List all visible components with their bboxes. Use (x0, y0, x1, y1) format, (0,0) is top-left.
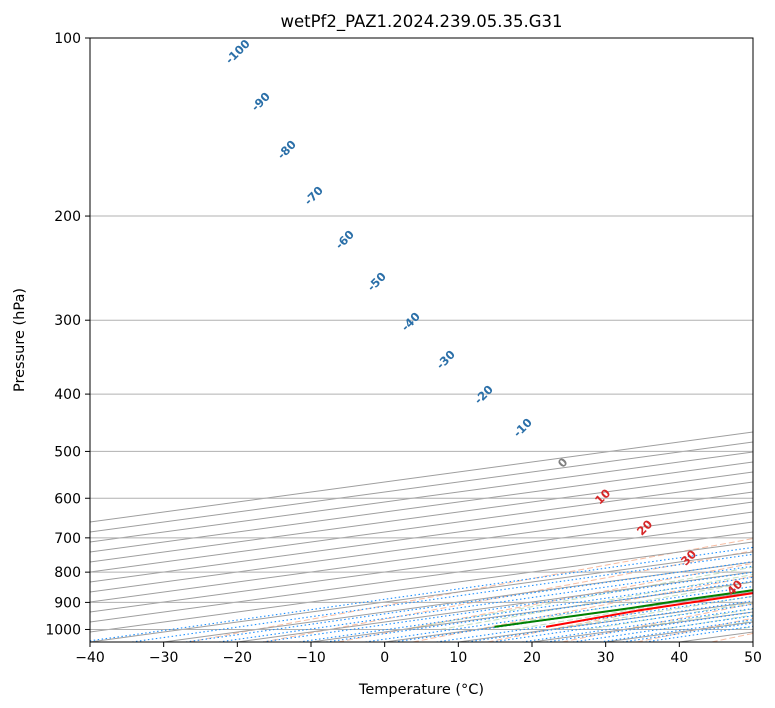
plot-frame (89, 37, 754, 643)
mixing-ratio-line (326, 580, 753, 642)
line-annotations: -100-90-80-70-60-50-40-30-20-100.10.20.4… (223, 37, 746, 599)
dry-adiabat (562, 603, 753, 642)
mixing-ratio-line (522, 607, 753, 642)
x-tick-label: 10 (449, 650, 467, 666)
isotherm (90, 521, 753, 613)
moist-adiabat (403, 566, 753, 630)
moist-adiabat (440, 574, 753, 630)
isotherm (90, 461, 753, 553)
isotherm-label: -60 (332, 227, 357, 252)
y-tick-label: 600 (54, 491, 81, 507)
mixing-ratio-line (645, 625, 753, 642)
isotherm-label: -80 (274, 137, 299, 162)
x-tick-label: 50 (744, 650, 762, 666)
y-tick-label: 200 (54, 209, 81, 225)
sounding-profiles (494, 589, 753, 628)
moist-adiabat (624, 608, 753, 630)
isotherm-label: -100 (223, 37, 253, 67)
mixing-ratio-line (218, 565, 753, 642)
y-tick-label: 800 (54, 565, 81, 581)
moist-adiabat-label: 20 (634, 517, 655, 538)
sounding-line (545, 592, 753, 628)
x-tick-label: −10 (296, 650, 326, 666)
isotherm-label: -50 (364, 269, 389, 294)
moist-adiabat (661, 614, 753, 630)
mixing-ratio-line (90, 546, 753, 642)
y-axis-title: Pressure (hPa) (12, 288, 28, 392)
isotherm (90, 471, 753, 563)
moist-adiabat-label: 10 (592, 486, 613, 507)
y-tick-label: 400 (54, 387, 81, 403)
dry-adiabat (188, 538, 753, 642)
isotherm (531, 611, 753, 642)
dry-adiabat (487, 589, 753, 642)
isotherm-label: -20 (471, 382, 496, 407)
isotherm (310, 581, 753, 642)
x-tick-label: −30 (149, 650, 179, 666)
isotherm (90, 551, 753, 642)
x-tick-label: −20 (223, 650, 253, 666)
isotherm (90, 531, 753, 623)
y-tick-label: 900 (54, 595, 81, 611)
isotherm (90, 511, 753, 603)
isotherm-label: -10 (510, 415, 535, 440)
chart-title: wetPf2_PAZ1.2024.239.05.35.G31 (280, 12, 562, 32)
dry-adiabat (636, 617, 753, 642)
dry-adiabat (263, 550, 753, 642)
y-tick-label: 100 (54, 31, 81, 47)
x-tick-label: 0 (380, 650, 389, 666)
isotherm-label: -90 (248, 89, 273, 114)
isotherm (90, 451, 753, 543)
isotherm (90, 481, 753, 573)
axes: −40 −30 −20 −10 0 10 20 30 40 50 100 200 300 400 500 60… (45, 31, 762, 666)
dry-adiabat (412, 575, 753, 642)
x-axis-title: Temperature (°C) (358, 682, 484, 698)
isotherm (90, 541, 753, 633)
moist-adiabat (476, 581, 753, 630)
y-tick-label: 700 (54, 531, 81, 547)
moist-adiabat (513, 588, 753, 630)
mixing-ratio-line (394, 589, 753, 642)
isotherm-label: -40 (398, 309, 423, 334)
isotherm (384, 591, 753, 642)
dry-adiabat (338, 562, 753, 642)
x-tick-label: 30 (597, 650, 615, 666)
isotherm-label: -70 (301, 183, 326, 208)
isotherm-label: -30 (433, 347, 458, 372)
x-tick-label: 40 (670, 650, 688, 666)
mixing-ratio-line (299, 576, 753, 642)
isotherm (752, 641, 753, 642)
moist-adiabat (697, 620, 753, 630)
y-tick-label: 300 (54, 313, 81, 329)
background-reference-lines (90, 38, 753, 642)
mixing-ratio-line (262, 571, 753, 642)
x-tick-label: 20 (523, 650, 541, 666)
y-tick-label: 500 (54, 444, 81, 460)
isotherm (90, 491, 753, 583)
dry-adiabat (711, 632, 753, 642)
x-tick-label: −40 (75, 650, 105, 666)
sounding-line (494, 589, 753, 628)
y-tick-label: 1000 (45, 622, 81, 638)
isotherm (90, 501, 753, 593)
